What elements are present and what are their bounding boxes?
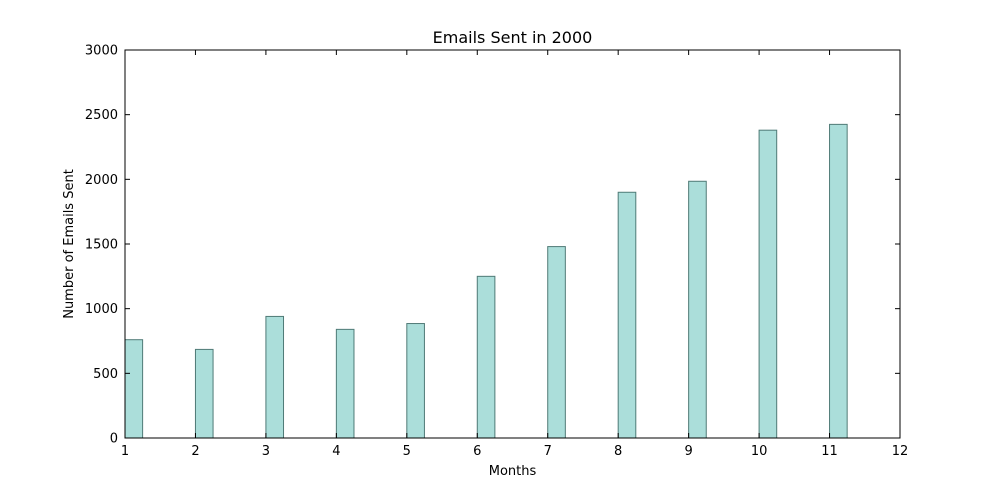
bar-month-7 [547, 246, 566, 439]
bar-month-3 [265, 315, 285, 439]
x-tick-label-4: 4 [332, 444, 340, 459]
chart-title: Emails Sent in 2000 [433, 28, 593, 47]
x-tick-label-11: 11 [821, 444, 838, 459]
y-tick-label-2000: 2000 [85, 173, 118, 188]
x-tick-label-10: 10 [751, 444, 768, 459]
bar-month-10 [758, 129, 778, 439]
y-tick-label-2500: 2500 [85, 108, 118, 123]
x-tick-label-2: 2 [191, 444, 199, 459]
bar-month-6 [476, 275, 496, 439]
y-axis-label: Number of Emails Sent [62, 169, 77, 319]
x-tick-label-12: 12 [892, 444, 909, 459]
x-axis-label: Months [489, 464, 537, 479]
bar-month-2 [194, 348, 214, 439]
x-tick-label-8: 8 [614, 444, 622, 459]
x-tick-label-7: 7 [544, 444, 552, 459]
bar-month-5 [406, 323, 425, 439]
y-tick-label-500: 500 [93, 367, 118, 382]
bar-month-11 [829, 123, 848, 439]
x-tick-label-9: 9 [684, 444, 692, 459]
y-tick-label-1000: 1000 [85, 302, 118, 317]
bar-month-4 [335, 328, 355, 439]
x-tick-label-5: 5 [403, 444, 411, 459]
x-tick-label-3: 3 [262, 444, 270, 459]
plot-frame [124, 49, 901, 439]
y-tick-label-0: 0 [110, 432, 118, 447]
x-tick-label-1: 1 [121, 444, 129, 459]
bars-group [124, 123, 848, 439]
x-tick-label-6: 6 [473, 444, 481, 459]
bar-month-1 [124, 339, 144, 439]
bar-month-8 [617, 191, 637, 439]
y-tick-label-3000: 3000 [85, 44, 118, 59]
y-tick-label-1500: 1500 [85, 238, 118, 253]
bar-month-9 [688, 180, 707, 439]
